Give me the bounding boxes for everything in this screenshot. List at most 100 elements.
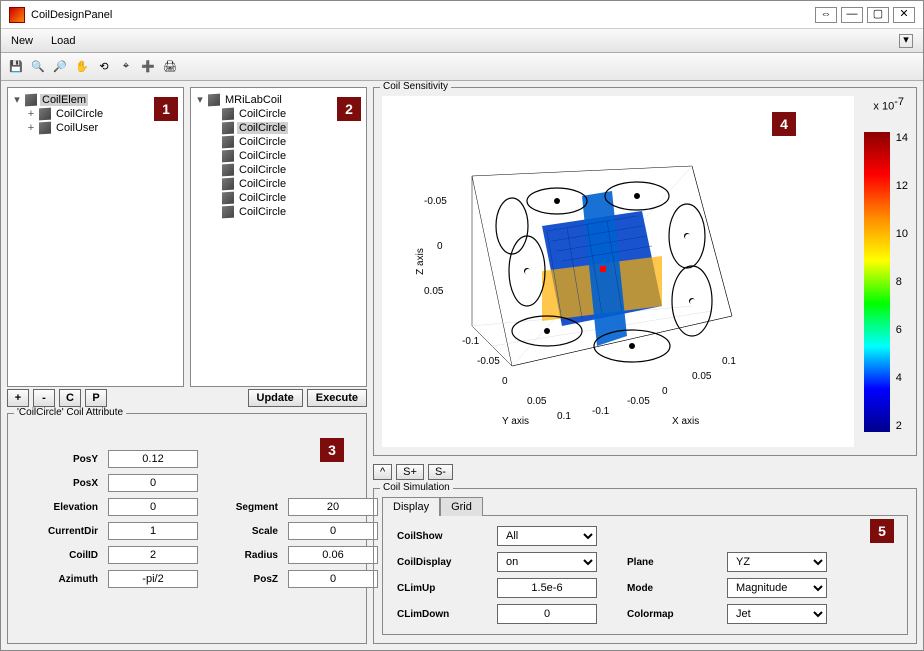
sens-legend: Coil Sensitivity	[380, 81, 451, 92]
menu-load[interactable]: Load	[51, 35, 75, 47]
print-icon[interactable]: 🖨	[161, 58, 179, 76]
input-azimuth[interactable]	[108, 570, 198, 588]
scale-plus-button[interactable]: S+	[396, 464, 424, 480]
menu-new[interactable]: New	[11, 35, 33, 47]
cube-icon	[39, 122, 51, 135]
sim-legend: Coil Simulation	[380, 482, 453, 493]
label-coilshow: CoilShow	[397, 531, 467, 542]
label-currentdir: CurrentDir	[28, 526, 98, 537]
attr-legend: 'CoilCircle' Coil Attribute	[14, 407, 126, 418]
input-scale[interactable]	[288, 522, 378, 540]
x-axis-label: X axis	[672, 416, 699, 427]
input-segment[interactable]	[288, 498, 378, 516]
app-logo-icon	[9, 7, 25, 23]
cube-icon	[208, 93, 220, 106]
execute-button[interactable]: Execute	[307, 389, 367, 407]
select-colormap[interactable]: Jet	[727, 604, 827, 624]
label-coildisplay: CoilDisplay	[397, 557, 467, 568]
input-radius[interactable]	[288, 546, 378, 564]
cube-icon	[222, 122, 234, 135]
p-button[interactable]: P	[85, 389, 107, 407]
input-elevation[interactable]	[108, 498, 198, 516]
label-plane: Plane	[627, 557, 697, 568]
scale-minus-button[interactable]: S-	[428, 464, 453, 480]
select-plane[interactable]: YZ	[727, 552, 827, 572]
label-azimuth: Azimuth	[28, 574, 98, 585]
menubar-dropdown-icon[interactable]: ▾	[899, 34, 913, 48]
label-climdown: CLimDown	[397, 609, 467, 620]
tree-item[interactable]: CoilCircle	[195, 163, 362, 177]
select-coilshow[interactable]: All	[497, 526, 597, 546]
toolbar: 💾 🔍 🔎 ✋ ⟲ ⌖ ➕ 🖨	[1, 53, 923, 81]
close-button[interactable]: ✕	[893, 7, 915, 23]
coil-sensitivity-panel: Coil Sensitivity 4	[373, 87, 917, 456]
menubar: New Load ▾	[1, 29, 923, 53]
tree-item[interactable]: CoilCircle	[195, 121, 362, 135]
plot-control-buttons: ^ S+ S-	[373, 462, 917, 482]
annotation-marker: 2	[337, 97, 361, 121]
zoom-out-icon[interactable]: 🔎	[51, 58, 69, 76]
tab-display[interactable]: Display	[382, 497, 440, 516]
tree1-buttons: + - C P	[7, 389, 184, 407]
cube-icon	[222, 136, 234, 149]
help-button[interactable]: ⇔	[815, 7, 837, 23]
coil-attribute-panel: 'CoilCircle' Coil Attribute 3 PosY PosX …	[7, 413, 367, 644]
tree-item[interactable]: CoilCircle	[195, 135, 362, 149]
tree-item[interactable]: CoilCircle	[195, 177, 362, 191]
colorbar-exponent: x 10-7	[873, 96, 904, 112]
select-coildisplay[interactable]: on	[497, 552, 597, 572]
pan-icon[interactable]: ✋	[73, 58, 91, 76]
tree-item[interactable]: CoilCircle	[195, 191, 362, 205]
remove-button[interactable]: -	[33, 389, 55, 407]
save-icon[interactable]: 💾	[7, 58, 25, 76]
input-climdown[interactable]	[497, 604, 597, 624]
tree2-buttons: Update Execute	[190, 389, 367, 407]
input-coilid[interactable]	[108, 546, 198, 564]
insert-icon[interactable]: ➕	[139, 58, 157, 76]
label-radius: Radius	[208, 550, 278, 561]
zoom-in-icon[interactable]: 🔍	[29, 58, 47, 76]
colorbar-ticks: 1412 108 64 2	[896, 132, 908, 432]
label-elevation: Elevation	[28, 502, 98, 513]
colorbar	[864, 132, 890, 432]
input-currentdir[interactable]	[108, 522, 198, 540]
label-posz: PosZ	[208, 574, 278, 585]
label-posx: PosX	[28, 478, 98, 489]
label-mode: Mode	[627, 583, 697, 594]
cube-icon	[25, 93, 37, 106]
input-posz[interactable]	[288, 570, 378, 588]
cube-icon	[222, 206, 234, 219]
minimize-button[interactable]: —	[841, 7, 863, 23]
rotate-icon[interactable]: ⟲	[95, 58, 113, 76]
tree-coilelem[interactable]: ▾CoilElem +CoilCircle +CoilUser	[7, 87, 184, 387]
cube-icon	[222, 192, 234, 205]
tab-grid[interactable]: Grid	[440, 497, 483, 516]
sensitivity-3d-plot[interactable]: Z axis Y axis X axis -0.05 0 0.05 -0.1 -…	[382, 96, 854, 447]
maximize-button[interactable]: ▢	[867, 7, 889, 23]
cube-icon	[222, 178, 234, 191]
select-mode[interactable]: Magnitude	[727, 578, 827, 598]
label-segment: Segment	[208, 502, 278, 513]
window-title: CoilDesignPanel	[31, 9, 811, 21]
add-button[interactable]: +	[7, 389, 29, 407]
update-button[interactable]: Update	[248, 389, 303, 407]
cube-icon	[222, 108, 234, 121]
z-axis-label: Z axis	[415, 248, 426, 275]
coil-simulation-panel: Coil Simulation 5 Display Grid CoilShow …	[373, 488, 917, 644]
input-posy[interactable]	[108, 450, 198, 468]
tree-item[interactable]: +CoilUser	[12, 121, 179, 135]
tree-item[interactable]: CoilCircle	[195, 149, 362, 163]
cube-icon	[39, 108, 51, 121]
tree-item[interactable]: CoilCircle	[195, 205, 362, 219]
annotation-marker: 3	[320, 438, 344, 462]
data-cursor-icon[interactable]: ⌖	[117, 58, 135, 76]
tree-mrilabcoil[interactable]: ▾MRiLabCoil CoilCircle CoilCircle CoilCi…	[190, 87, 367, 387]
label-climup: CLimUp	[397, 583, 467, 594]
titlebar: CoilDesignPanel ⇔ — ▢ ✕	[1, 1, 923, 29]
c-button[interactable]: C	[59, 389, 81, 407]
y-axis-label: Y axis	[502, 416, 529, 427]
input-posx[interactable]	[108, 474, 198, 492]
input-climup[interactable]	[497, 578, 597, 598]
label-coilid: CoilID	[28, 550, 98, 561]
annotation-marker: 4	[772, 112, 796, 136]
